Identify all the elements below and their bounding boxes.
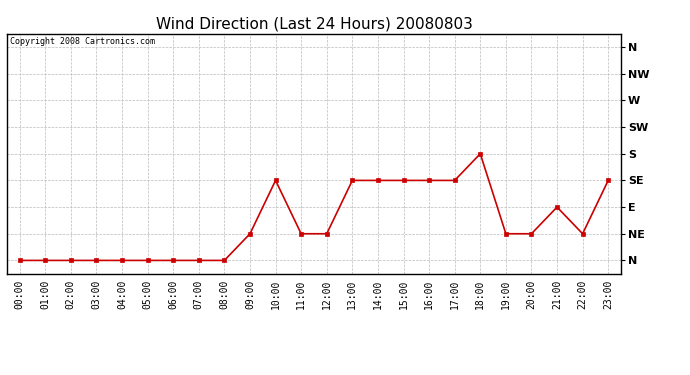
Title: Wind Direction (Last 24 Hours) 20080803: Wind Direction (Last 24 Hours) 20080803 <box>155 16 473 31</box>
Text: Copyright 2008 Cartronics.com: Copyright 2008 Cartronics.com <box>10 38 155 46</box>
